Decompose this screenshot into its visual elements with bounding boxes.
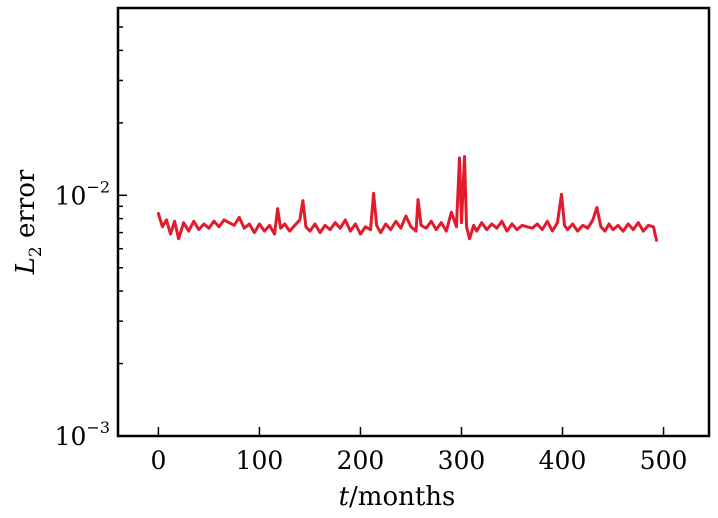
x-axis-label: t/months <box>339 482 456 512</box>
plot-frame <box>116 6 711 438</box>
x-tick-label: 0 <box>150 446 166 475</box>
x-tick-label: 200 <box>337 446 385 475</box>
y-axis-label: L2 error <box>11 169 46 275</box>
y-tick-label: 10−2 <box>55 177 110 210</box>
x-tick-label: 300 <box>438 446 486 475</box>
y-tick-label: 10−3 <box>55 418 110 451</box>
axis-ticks <box>118 194 665 437</box>
tick-labels: 0 100 200 300 400 500 10−2 10−3 <box>55 177 688 475</box>
series-line <box>156 154 658 242</box>
x-tick-label: 500 <box>640 446 688 475</box>
x-tick-label: 100 <box>236 446 284 475</box>
x-tick-label: 400 <box>539 446 587 475</box>
